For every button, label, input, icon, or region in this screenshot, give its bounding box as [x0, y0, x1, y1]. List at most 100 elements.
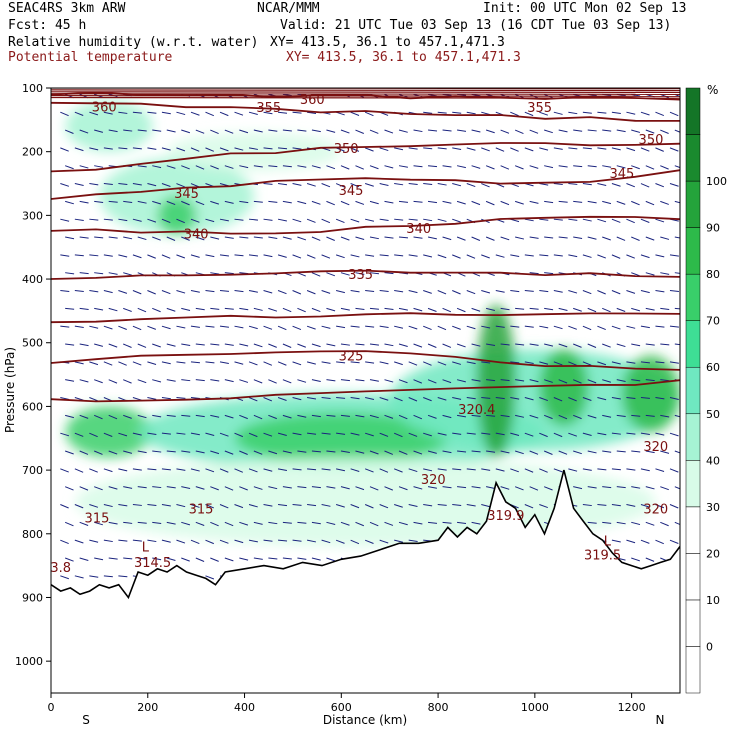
wind-vector: [74, 290, 84, 292]
wind-vector: [253, 414, 263, 420]
wind-vector: [568, 325, 577, 330]
wind-vector: [147, 218, 157, 223]
wind-vector: [292, 183, 302, 186]
wind-vector: [611, 254, 621, 259]
wind-vector: [239, 414, 248, 420]
wind-vector: [306, 325, 316, 330]
wind-vector: [94, 165, 104, 168]
y-tick-label: 1000: [15, 655, 43, 668]
wind-vector: [379, 504, 389, 509]
wind-vector: [350, 147, 360, 152]
theta-label: 360: [300, 93, 325, 108]
colorbar-swatch: [685, 366, 701, 415]
theta-label: 315: [189, 502, 214, 517]
wind-vector: [394, 290, 404, 293]
wind-vector: [364, 539, 374, 544]
wind-vector: [466, 432, 476, 435]
wind-vector: [108, 450, 118, 455]
wind-vector: [263, 254, 273, 258]
wind-vector: [132, 468, 142, 471]
colorbar-swatch: [685, 646, 701, 694]
wind-vector: [239, 129, 249, 134]
wind-vector: [582, 468, 592, 471]
wind-vector: [166, 486, 176, 489]
wind-vector: [524, 432, 534, 437]
rh-blob: [157, 196, 197, 235]
wind-vector: [340, 450, 350, 454]
wind-vector: [471, 236, 481, 241]
x-end-label-north: N: [656, 713, 665, 727]
wind-vector: [379, 325, 389, 329]
wind-vector: [210, 200, 220, 205]
wind-vector: [210, 486, 219, 491]
wind-vector: [321, 468, 331, 471]
wind-vector: [306, 290, 316, 295]
wind-vector: [466, 254, 476, 259]
wind-vector: [626, 504, 636, 507]
wind-vector: [524, 218, 534, 222]
wind-vector: [582, 432, 592, 436]
wind-vector: [166, 343, 176, 347]
wind-vector: [176, 183, 185, 188]
wind-vector: [573, 236, 583, 240]
theta-contour-335: [51, 269, 680, 280]
wind-vector: [369, 307, 379, 310]
wind-vector: [568, 254, 578, 258]
wind-vector: [297, 486, 307, 489]
wind-vector: [457, 521, 467, 525]
rh-shading: [65, 100, 680, 547]
wind-vector: [384, 236, 394, 239]
wind-vector: [398, 200, 409, 203]
wind-vector: [510, 432, 520, 436]
wind-vector: [132, 290, 142, 295]
wind-vector: [452, 147, 462, 150]
wind-vector: [118, 468, 128, 472]
wind-vector: [413, 200, 423, 203]
wind-vector: [669, 290, 679, 292]
wind-vector: [248, 361, 258, 366]
wind-vector: [543, 486, 553, 491]
wind-vector: [108, 272, 118, 275]
wind-vector: [118, 218, 128, 222]
wind-vector: [384, 129, 394, 134]
wind-vector: [384, 414, 394, 419]
wind-vector: [224, 486, 234, 491]
wind-vector: [60, 325, 70, 328]
wind-vector: [89, 218, 99, 221]
theta-label: 319.9: [487, 509, 524, 524]
wind-vector: [268, 486, 278, 490]
wind-vector: [645, 200, 655, 206]
wind-vector: [626, 111, 636, 115]
wind-vector: [669, 111, 679, 117]
wind-vector: [524, 325, 534, 328]
wind-vector: [364, 468, 374, 473]
wind-vector: [616, 486, 626, 489]
rh-blob: [65, 100, 153, 152]
wind-vector: [340, 165, 350, 170]
wind-vector: [108, 379, 118, 384]
wind-vector: [413, 129, 423, 133]
wind-vector: [413, 414, 423, 420]
wind-vector: [224, 200, 234, 204]
wind-vector: [311, 414, 321, 418]
wind-vector: [248, 147, 258, 150]
wind-vector: [393, 432, 403, 438]
wind-vector: [94, 307, 104, 311]
wind-vector: [437, 218, 447, 222]
wind-vector: [568, 147, 578, 150]
wind-vector: [539, 361, 549, 365]
wind-vector: [394, 183, 404, 186]
field2-label: Potential temperature: [8, 50, 173, 65]
wind-vector: [384, 307, 394, 310]
wind-vector: [597, 325, 606, 331]
wind-vector: [510, 325, 520, 328]
wind-vector: [89, 504, 99, 508]
wind-vector: [355, 272, 365, 275]
wind-vector: [181, 486, 191, 489]
colorbar-tick-label: 70: [706, 315, 720, 328]
wind-vector: [74, 397, 84, 401]
wind-vector: [674, 236, 680, 239]
wind-vector: [379, 468, 389, 473]
wind-vector: [500, 450, 510, 454]
wind-vector: [108, 521, 118, 525]
